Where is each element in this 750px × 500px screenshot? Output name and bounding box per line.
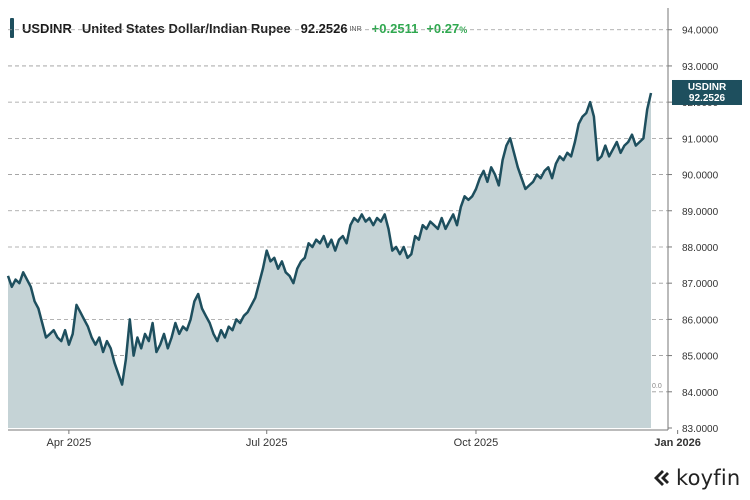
x-tick-label: Jan 2026 — [654, 437, 700, 449]
ticker-color-marker — [10, 18, 14, 38]
x-axis: Apr 2025 Jul 2025 Oct 2025 Jan 2026 — [47, 430, 701, 449]
chart-header: USDINR United States Dollar/Indian Rupee… — [10, 15, 467, 41]
y-tick-label: 93.0000 — [682, 62, 719, 73]
last-value-label-symbol: USDINR — [688, 82, 727, 93]
y-tick-label: 89.0000 — [682, 207, 719, 218]
koyfin-logo-icon — [654, 470, 669, 486]
last-value-label: USDINR 92.2526 — [672, 79, 742, 105]
y-tick-label: 83.0000 — [682, 424, 719, 435]
price-change-percent-value: +0.27 — [426, 20, 460, 36]
y-tick-label: 86.0000 — [682, 315, 719, 326]
y-tick-label: 90.0000 — [682, 171, 719, 182]
last-value-label-value: 92.2526 — [689, 93, 726, 104]
y-tick-label: 88.0000 — [682, 243, 719, 254]
y-tick-label: 84.0000 — [682, 388, 719, 399]
last-price: 92.2526 — [300, 20, 348, 36]
koyfin-logo: koyfin — [651, 466, 740, 490]
last-value-label-bg — [672, 79, 742, 105]
y-tick-label: 91.0000 — [682, 134, 719, 145]
koyfin-wordmark: koyfin — [676, 466, 741, 490]
price-area-fill — [8, 93, 651, 428]
price-change: +0.2511 — [371, 20, 419, 36]
x-tick-label: Apr 2025 — [47, 437, 92, 449]
zero-label: 0.0 — [652, 383, 662, 390]
price-currency: INR — [349, 25, 362, 33]
y-tick-label: 85.0000 — [682, 352, 719, 363]
price-line — [6, 92, 653, 386]
y-tick-label: 94.0000 — [682, 26, 719, 37]
instrument-name: United States Dollar/Indian Rupee — [81, 20, 291, 36]
x-tick-label: Jul 2025 — [246, 437, 288, 449]
y-tick-label: 87.0000 — [682, 279, 719, 290]
ticker-symbol[interactable]: USDINR — [22, 20, 72, 36]
x-tick-label: Oct 2025 — [454, 437, 499, 449]
